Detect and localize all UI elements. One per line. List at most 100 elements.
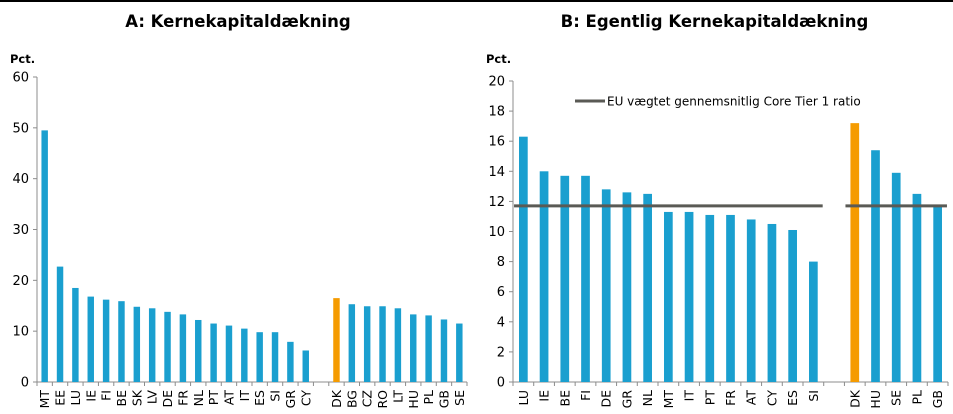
bar-ro — [379, 306, 386, 382]
panel-b-title: B: Egentlig Kernekapitaldækning — [560, 12, 869, 31]
bar-pt — [705, 214, 715, 382]
x-tick-label: CY — [298, 390, 313, 407]
x-tick-label: IT — [682, 390, 697, 402]
bar-se — [456, 323, 463, 382]
bar-pl — [425, 315, 432, 382]
x-tick-label: RO — [375, 390, 390, 409]
x-tick-label: IE — [83, 390, 98, 402]
bar-at — [225, 325, 233, 382]
bar-si — [809, 261, 818, 382]
bar-sk — [133, 306, 141, 382]
x-tick-label: CY — [764, 390, 779, 407]
bar-mt — [41, 130, 48, 382]
top-rule — [0, 0, 953, 2]
x-tick-label: HU — [868, 390, 883, 409]
y-tick-label: 30 — [12, 223, 29, 238]
x-tick-label: SE — [452, 390, 467, 406]
bar-be — [118, 301, 125, 382]
y-tick-label: 12 — [488, 195, 505, 210]
x-tick-label: PL — [909, 390, 924, 405]
panel-b-chart: 0 2 4 6 8 10 12 14 16 18 20 LU IE BE FI DE GR NL MT IT PT FR A… — [488, 75, 949, 409]
panel-a-title: A: Kernekapitaldækning — [125, 12, 351, 31]
x-tick-label: AT — [744, 390, 759, 406]
bar-mt — [664, 211, 673, 382]
x-tick-label: GR — [619, 390, 634, 409]
bar-gr — [287, 341, 294, 382]
bar-pl — [912, 193, 922, 382]
bar-fr — [726, 214, 735, 382]
bar-gr — [622, 192, 632, 382]
bar-pt — [210, 323, 217, 382]
y-tick-label: 40 — [12, 172, 29, 187]
bar-ie — [539, 171, 549, 382]
x-tick-label: SI — [806, 390, 821, 402]
x-tick-label: FR — [723, 390, 738, 406]
bar-de — [164, 311, 171, 382]
bar-lu — [519, 136, 528, 382]
y-tick-label: 20 — [488, 75, 505, 90]
x-tick-label: FI — [99, 390, 114, 401]
bar-dk — [333, 298, 340, 382]
bar-cy — [302, 350, 309, 382]
bar-fi — [102, 299, 110, 382]
y-tick-label: 6 — [497, 285, 505, 300]
bar-bg — [348, 304, 356, 382]
x-tick-label: BE — [557, 390, 572, 407]
x-tick-label: EE — [53, 390, 68, 406]
y-tick-label: 14 — [488, 165, 505, 180]
y-tick-label: 16 — [488, 135, 505, 150]
bar-lv — [148, 308, 156, 382]
x-tick-label: MT — [661, 390, 676, 409]
bar-it — [241, 328, 248, 382]
bar-fi — [581, 175, 590, 382]
x-tick-label: DK — [847, 389, 862, 408]
bar-ie — [87, 296, 94, 382]
x-tick-label: PL — [421, 390, 436, 405]
y-tick-label: 10 — [488, 225, 505, 240]
x-tick-label: LT — [390, 390, 405, 403]
y-tick-label: 4 — [497, 315, 505, 330]
bar-fr — [179, 314, 187, 382]
y-tick-label: 0 — [497, 376, 505, 391]
x-tick-label: LV — [145, 390, 160, 405]
x-tick-label: BE — [114, 390, 129, 407]
x-tick-label: PT — [206, 390, 221, 406]
y-tick-label: 0 — [21, 376, 29, 391]
x-tick-label: ES — [252, 390, 267, 406]
bar-cy — [767, 223, 777, 382]
legend-label: EU vægtet gennemsnitlig Core Tier 1 rati… — [607, 95, 861, 109]
bar-gb — [440, 319, 448, 382]
panel-b: B: Egentlig Kernekapitaldækning Pct. 0 2 4… — [476, 0, 953, 414]
bar-hu — [410, 314, 417, 382]
y-tick-label: 10 — [12, 325, 29, 340]
x-tick-label: SK — [129, 389, 144, 406]
y-tick-label: 50 — [12, 121, 29, 136]
y-tick-label: 18 — [488, 105, 505, 120]
x-tick-label: PT — [702, 390, 717, 406]
panel-a: A: Kernekapitaldækning Pct. 0 10 20 30 40 50 6… — [0, 0, 476, 414]
x-tick-label: CZ — [360, 390, 375, 407]
x-tick-label: MT — [37, 390, 52, 409]
x-tick-label: GB — [436, 390, 451, 408]
bar-it — [684, 211, 694, 382]
panel-a-chart: 0 10 20 30 40 50 60 MT EE LU IE FI BE SK LV DE FR NL PT AT I… — [12, 71, 468, 409]
x-tick-label: SI — [268, 390, 283, 402]
x-tick-label: IE — [537, 390, 552, 402]
bar-si — [271, 332, 279, 382]
x-tick-label: FR — [175, 390, 190, 406]
x-tick-label: NL — [191, 390, 206, 406]
x-tick-label: LU — [516, 390, 531, 406]
x-tick-label: AT — [221, 390, 236, 406]
bar-dk — [850, 123, 860, 382]
x-tick-label: ES — [785, 390, 800, 406]
bar-nl — [643, 193, 652, 382]
bar-es — [256, 332, 263, 382]
x-tick-label: LU — [68, 390, 83, 406]
x-tick-label: GB — [930, 390, 945, 408]
y-tick-label: 60 — [12, 71, 29, 86]
bar-de — [601, 189, 611, 382]
panel-a-unit-label: Pct. — [10, 52, 36, 66]
x-tick-label: DK — [329, 389, 344, 408]
x-tick-label: GR — [283, 390, 298, 409]
x-tick-label: HU — [406, 390, 421, 409]
